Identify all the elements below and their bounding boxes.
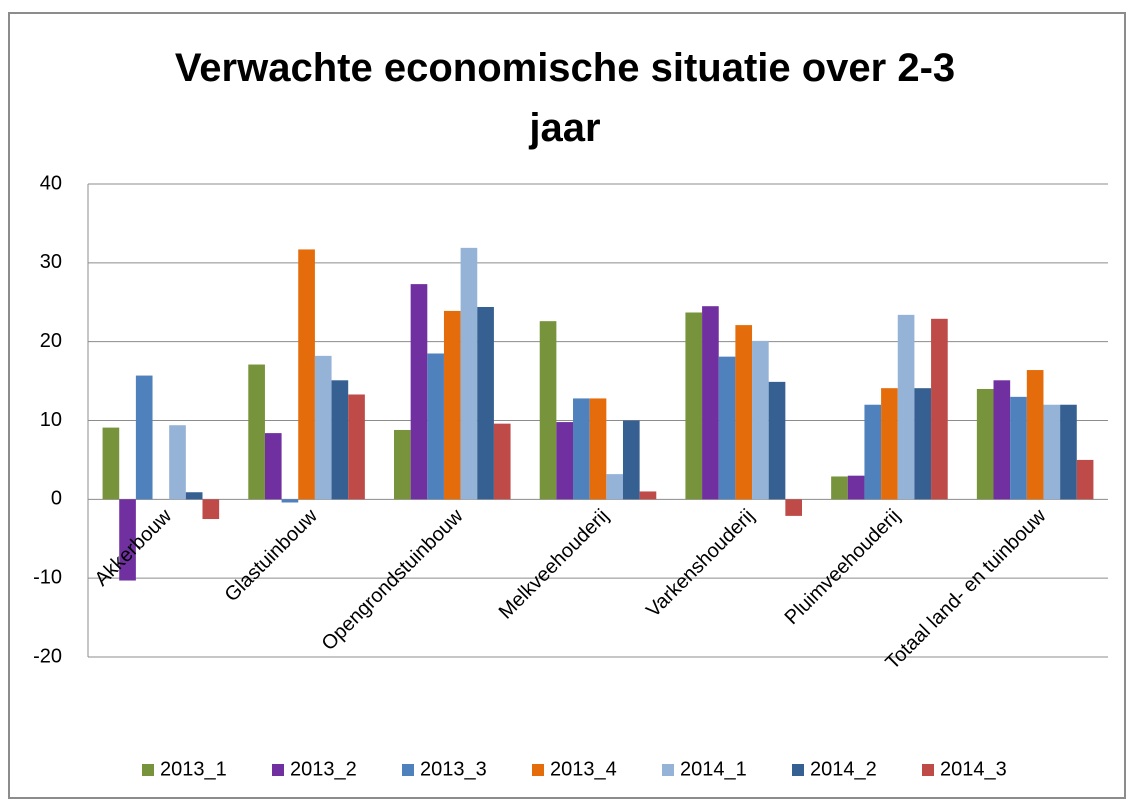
bar (622, 420, 640, 500)
legend-label: 2013_3 (420, 758, 487, 780)
bar (735, 325, 753, 500)
bar (589, 398, 607, 500)
bar (331, 380, 349, 500)
bar (785, 499, 802, 516)
bar (914, 388, 932, 500)
bar (185, 492, 203, 500)
bar (573, 398, 590, 500)
legend-label: 2014_2 (810, 758, 877, 780)
bar (477, 306, 494, 500)
bar (847, 475, 865, 500)
bar (410, 284, 428, 500)
bar (1060, 404, 1077, 500)
bar (864, 404, 882, 500)
chart-title: Verwachte economische situatie over 2-3 … (174, 46, 956, 150)
legend-label: 2013_4 (550, 758, 617, 780)
legend-swatch (922, 764, 934, 776)
y-tick-label: 30 (40, 251, 62, 273)
bar (606, 474, 623, 500)
bar (248, 364, 265, 500)
legend-swatch (142, 764, 154, 776)
legend-swatch (402, 764, 414, 776)
bar (976, 388, 994, 500)
bar (202, 499, 220, 520)
bar (493, 423, 511, 500)
y-tick-label: 20 (40, 330, 62, 352)
bar (427, 353, 444, 500)
bar (931, 318, 948, 500)
legend-label: 2013_1 (160, 758, 227, 780)
bar (1076, 459, 1094, 500)
y-tick-label: 0 (51, 488, 62, 510)
bar (443, 310, 461, 500)
legend-swatch (532, 764, 544, 776)
bar (264, 433, 282, 500)
bar (718, 356, 736, 500)
y-tick-label: -10 (33, 566, 62, 588)
bar (993, 380, 1011, 500)
bar (539, 321, 557, 500)
legend-label: 2014_3 (940, 758, 1007, 780)
bar (135, 375, 153, 500)
bar (460, 247, 478, 500)
bar (1026, 370, 1044, 500)
bar (348, 394, 365, 500)
bar (685, 312, 703, 500)
bar (897, 314, 915, 500)
bar (639, 491, 657, 500)
bar (169, 425, 186, 500)
legend-label: 2014_1 (680, 758, 747, 780)
bar (394, 429, 411, 500)
legend-swatch (662, 764, 674, 776)
bar (702, 306, 719, 500)
bar (1010, 396, 1027, 500)
y-tick-label: 10 (40, 409, 62, 431)
bar (119, 499, 136, 581)
bar (556, 422, 574, 500)
y-tick-label: -20 (33, 645, 62, 667)
bar (1043, 404, 1061, 500)
bar (752, 340, 769, 500)
legend-label: 2013_2 (290, 758, 357, 780)
y-tick-label: 40 (40, 172, 62, 194)
legend-swatch (272, 764, 284, 776)
bar (314, 355, 332, 500)
bar (102, 427, 120, 500)
bar (831, 476, 848, 500)
bar (281, 499, 299, 503)
bar (298, 249, 315, 500)
legend-swatch (792, 764, 804, 776)
bar (768, 381, 786, 500)
bar (881, 388, 898, 500)
